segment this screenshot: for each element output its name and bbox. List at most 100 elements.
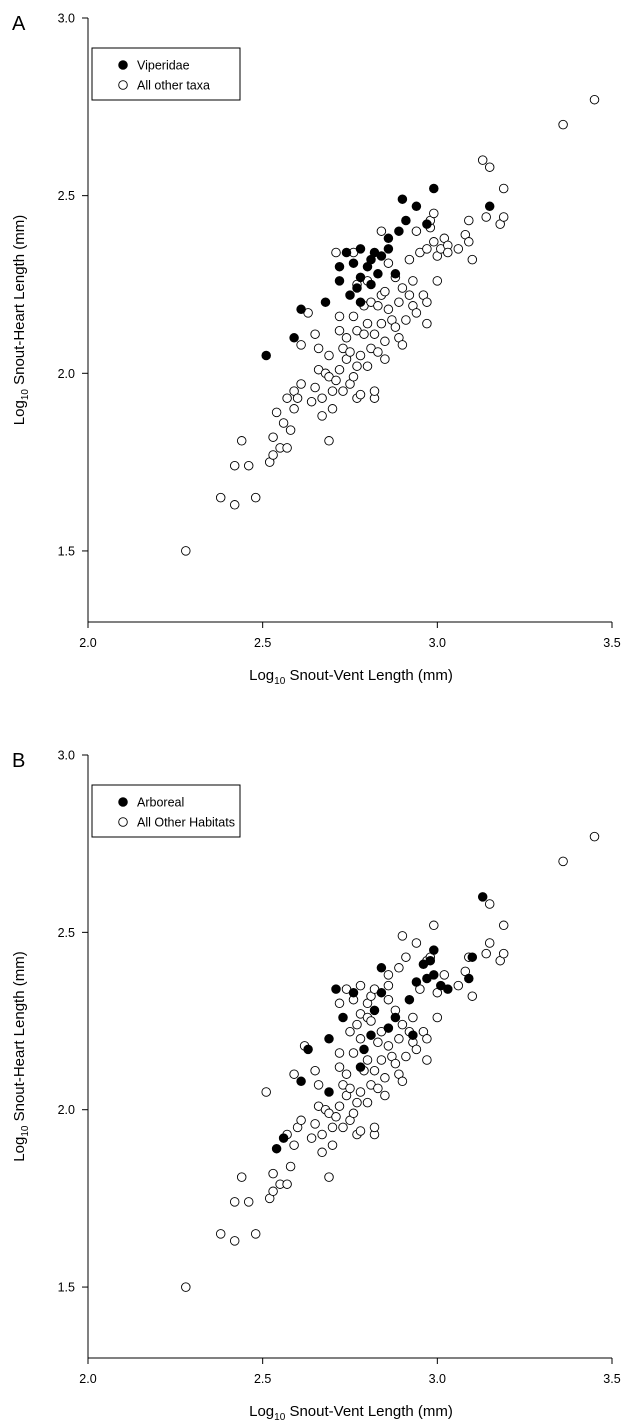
data-point-filled [359, 1044, 369, 1055]
x-axis-title-rest: Snout-Vent Length (mm) [285, 1403, 453, 1420]
data-point-open [334, 1048, 345, 1058]
data-point-open [282, 1179, 292, 1189]
y-tick-label: 2.0 [58, 367, 75, 381]
data-point-open [261, 1087, 271, 1097]
legend: Arboreal All Other Habitats [91, 784, 241, 838]
data-point-open [464, 215, 474, 226]
data-point-filled [422, 219, 432, 229]
data-point-open [383, 970, 394, 980]
legend-marker-open [118, 817, 128, 827]
data-point-filled [404, 994, 415, 1005]
data-point-open [181, 1282, 191, 1292]
data-point-open [327, 1122, 338, 1133]
data-point-filled [467, 952, 478, 962]
data-point-open [250, 1229, 261, 1239]
data-point-filled [477, 892, 488, 902]
data-point-open [464, 237, 474, 247]
data-point-filled [429, 945, 439, 955]
data-point-open [380, 286, 390, 297]
data-point-open [268, 1186, 278, 1197]
data-point-open [229, 500, 240, 510]
x-tick-label: 2.5 [254, 636, 271, 650]
data-point-open [348, 372, 359, 382]
data-point-open [422, 244, 432, 254]
data-point-open [589, 831, 600, 842]
y-axis-title-prefix: Log [11, 1137, 28, 1162]
data-point-open [439, 970, 450, 980]
data-point-open [369, 386, 380, 396]
data-point-open [285, 1161, 296, 1172]
data-point-open [397, 1076, 408, 1087]
data-point-open [348, 1048, 359, 1058]
data-point-open [296, 340, 306, 350]
data-point-open [355, 980, 366, 991]
data-point-open [404, 290, 415, 300]
legend-label: All other taxa [137, 79, 210, 93]
data-point-open [310, 382, 320, 393]
data-point-filled [355, 244, 366, 254]
data-point-open [313, 1080, 324, 1090]
data-point-filled [366, 279, 376, 290]
x-tick-label: 3.0 [429, 636, 446, 650]
data-point-open [181, 546, 191, 556]
data-point-open [352, 1097, 362, 1108]
data-point-open [317, 1147, 327, 1158]
data-point-open [345, 1083, 355, 1094]
data-point-open [376, 226, 387, 236]
data-point-open [401, 1051, 411, 1062]
data-point-open [481, 948, 491, 959]
x-axis-title-subscript: 10 [274, 676, 286, 687]
data-point-open [278, 418, 289, 428]
data-point-open [498, 948, 509, 959]
data-point-open [397, 283, 408, 293]
data-point-open [453, 244, 464, 254]
data-point-filled [425, 955, 436, 966]
data-point-open [229, 460, 240, 471]
data-point-open [289, 1140, 299, 1150]
data-point-filled [338, 1012, 348, 1023]
x-tick-label: 2.0 [79, 1372, 96, 1386]
data-point-filled [355, 272, 366, 283]
data-point-filled [341, 247, 352, 258]
y-axis-title: Log10 Snout-Heart Length (mm) [11, 951, 31, 1161]
data-point-open [380, 336, 390, 347]
data-point-filled [324, 1087, 334, 1097]
data-point-open [215, 1229, 226, 1239]
data-point-open [390, 1058, 401, 1069]
data-point-open [236, 436, 247, 446]
data-point-open [341, 333, 352, 343]
data-point-open [369, 1065, 380, 1076]
data-point-open [355, 389, 366, 400]
data-point-open [432, 276, 443, 286]
data-point-filled [278, 1133, 289, 1143]
x-tick-label: 2.5 [254, 1372, 271, 1386]
legend-label: All Other Habitats [137, 816, 235, 830]
y-axis-title-rest: Snout-Heart Length (mm) [11, 951, 28, 1125]
data-point-open [324, 1172, 334, 1182]
data-point-filled [373, 269, 383, 279]
data-point-open [408, 276, 418, 286]
data-point-open [345, 1026, 355, 1037]
data-point-open [268, 1168, 278, 1179]
data-point-open [498, 920, 509, 931]
data-point-open [383, 994, 394, 1005]
data-point-filled [366, 1030, 376, 1040]
x-tick-label: 2.0 [79, 636, 96, 650]
data-point-open [282, 443, 292, 453]
data-point-open [376, 1055, 387, 1065]
y-tick-label: 3.0 [58, 749, 75, 763]
data-point-open [268, 432, 278, 442]
y-axis-title-rest: Snout-Heart Length (mm) [11, 215, 28, 389]
data-point-open [306, 1133, 317, 1143]
data-point-open [432, 1012, 443, 1023]
data-point-filled [376, 251, 387, 261]
x-tick-label: 3.5 [603, 1372, 620, 1386]
data-point-open [394, 1034, 404, 1044]
data-point-open [390, 322, 401, 332]
data-point-open [373, 1037, 383, 1048]
data-point-open [338, 386, 348, 396]
legend-box [91, 784, 241, 838]
data-point-open [327, 404, 338, 414]
data-point-open [369, 329, 380, 339]
